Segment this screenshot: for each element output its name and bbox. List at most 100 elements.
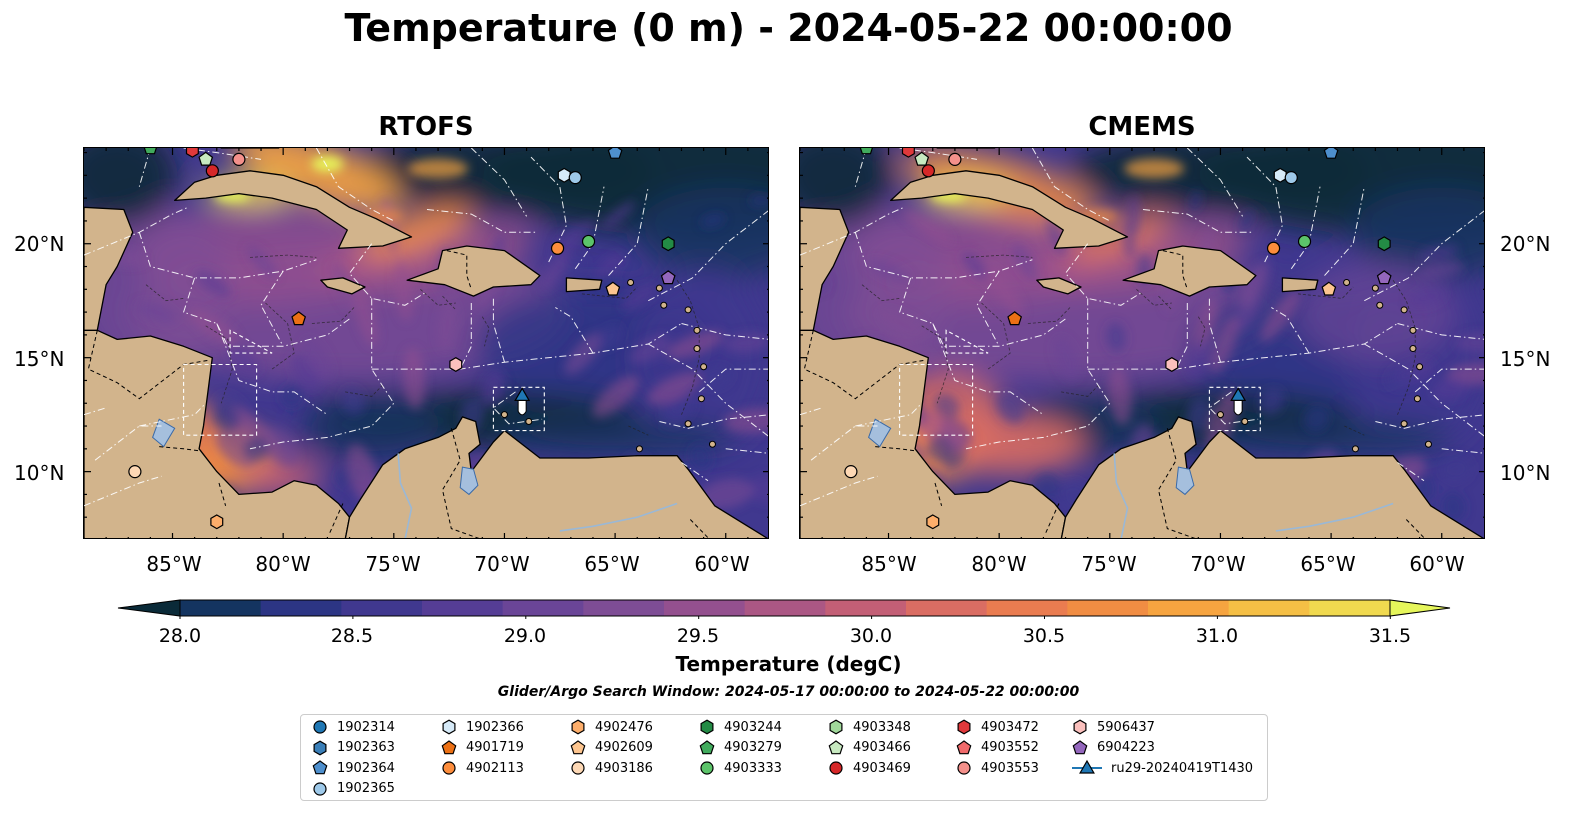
legend-item: 6904223: [1071, 738, 1155, 758]
island: [1400, 306, 1408, 314]
country-border: [329, 503, 344, 534]
legend-marker-hexagon: [313, 740, 327, 755]
legend-symbol: [828, 739, 844, 754]
map-rtofs[interactable]: [83, 147, 769, 539]
legend-marker-pentagon: [1072, 739, 1088, 754]
colorbar-tick: 29.5: [676, 625, 720, 647]
lat-label-left: 10°N: [14, 461, 65, 485]
colorbar-tick: 28.5: [330, 625, 374, 647]
argo-float-1902365: [1284, 171, 1298, 185]
island: [697, 395, 705, 403]
colorbar-segment: [1067, 600, 1149, 616]
country-border: [87, 330, 211, 400]
colorbar-segment: [744, 600, 826, 616]
legend-label: 5906437: [1097, 719, 1155, 735]
argo-float-4902609: [1321, 281, 1337, 296]
eez-boundary: [932, 323, 1044, 416]
legend-marker-circle: [829, 761, 843, 775]
legend-label: 1902364: [337, 760, 395, 776]
legend-label: ru29-20240419T1430: [1111, 760, 1254, 776]
region-box: [492, 386, 545, 432]
legend-label: 4902476: [595, 719, 653, 735]
temperature-patch: [1407, 287, 1447, 308]
temperature-patch: [927, 435, 953, 462]
island: [1424, 440, 1432, 448]
legend-label: 4903333: [724, 760, 782, 776]
lon-label-cmems: 85°W: [861, 552, 917, 576]
temperature-patch: [480, 370, 506, 407]
legend-marker-circle: [957, 761, 971, 775]
eez-boundary: [800, 475, 878, 507]
lat-label-left: 15°N: [14, 347, 65, 371]
argo-float-4903469: [921, 164, 935, 178]
argo-float-4902476: [210, 514, 224, 530]
lon-label-rtofs: 65°W: [584, 552, 640, 576]
eez-boundary: [681, 462, 709, 482]
colorbar-segment: [1309, 600, 1391, 616]
temperature-patch: [1440, 492, 1466, 522]
temperature-patch: [1455, 332, 1484, 353]
legend: 1902314 1902363 1902364 1902365 1902366 49017…: [300, 714, 1268, 801]
temperature-patch: [1303, 405, 1330, 432]
temperature-patch: [1387, 365, 1418, 389]
bathymetry-contour: [981, 302, 1011, 370]
island: [655, 284, 663, 292]
temperature-patch: [749, 474, 768, 504]
colorbar-tick: 31.0: [1195, 625, 1239, 647]
legend-label: 1902366: [466, 719, 524, 735]
lon-label-rtofs: 60°W: [694, 552, 750, 576]
temperature-patch: [495, 419, 736, 456]
legend-item: ru29-20240419T1430: [1071, 758, 1253, 778]
legend-marker-pentagon: [570, 739, 586, 754]
temperature-patch: [1418, 261, 1464, 279]
argo-float-4903244: [1377, 236, 1391, 252]
argo-float-4901719: [1007, 311, 1023, 326]
legend-label: 1902363: [337, 740, 395, 755]
temperature-patch: [700, 365, 732, 389]
island: [1351, 445, 1359, 453]
eez-boundary: [1087, 323, 1398, 370]
region-box: [1208, 386, 1261, 432]
temperature-patch: [602, 200, 636, 229]
legend-symbol: [957, 719, 971, 735]
legend-item: 4902609: [569, 738, 653, 758]
map-rtofs-canvas: [84, 148, 768, 538]
legend-marker-hexagon: [442, 719, 456, 735]
temperature-patch: [564, 219, 594, 253]
argo-float-4903333: [1297, 234, 1312, 249]
legend-symbol: [441, 739, 457, 754]
temperature-patch: [984, 265, 1024, 317]
argo-float-4903466: [914, 151, 930, 166]
colorbar-segment: [502, 600, 584, 616]
legend-label: 4903472: [981, 719, 1039, 735]
legend-marker-triangle-line: [1072, 759, 1102, 774]
lat-label-right: 20°N: [1500, 232, 1551, 256]
bathymetry-contour: [145, 284, 184, 302]
colorbar-segment: [825, 600, 907, 616]
temperature-patch: [359, 205, 473, 259]
region-box: [945, 329, 989, 354]
island: [635, 445, 643, 453]
lon-label-rtofs: 70°W: [474, 552, 530, 576]
eez-boundary: [84, 206, 189, 256]
legend-marker-hexagon: [829, 719, 843, 735]
temperature-patch: [1260, 290, 1301, 342]
lat-label-left: 20°N: [14, 232, 65, 256]
legend-triangle: [1079, 759, 1095, 774]
temperature-patch: [800, 148, 894, 226]
eez-boundary: [371, 323, 682, 370]
colorbar-segment: [906, 600, 988, 616]
lon-label-cmems: 80°W: [971, 552, 1027, 576]
temperature-patch: [933, 393, 960, 420]
temperature-patch: [1259, 387, 1285, 415]
legend-marker-circle: [313, 720, 327, 734]
island: [660, 301, 668, 309]
river: [1275, 502, 1394, 532]
map-cmems[interactable]: [799, 147, 1485, 539]
temperature-patch: [647, 372, 701, 405]
eez-boundary: [84, 407, 107, 416]
river: [559, 502, 678, 532]
legend-item: 1902365: [311, 779, 395, 799]
temperature-patch: [629, 334, 670, 365]
temperature-patch: [341, 387, 366, 416]
